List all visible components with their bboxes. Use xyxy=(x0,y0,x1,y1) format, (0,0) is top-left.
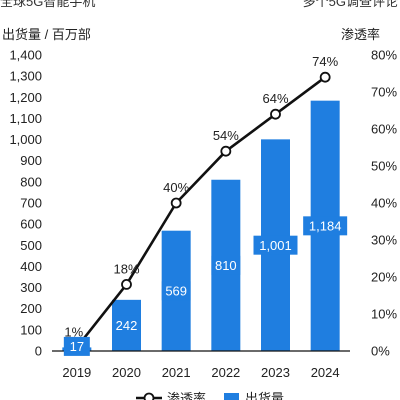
left-axis-tick-label: 1,000 xyxy=(9,132,42,147)
right-axis-tick-label: 50% xyxy=(371,159,397,174)
penetration-data-label: 1% xyxy=(64,324,83,339)
right-axis-tick-label: 20% xyxy=(371,270,397,285)
bar-label-box xyxy=(112,315,141,335)
bar-data-label: 810 xyxy=(215,258,237,273)
left-axis-tick-label: 1,300 xyxy=(9,69,42,84)
left-axis-title: 出货量 / 百万部 xyxy=(2,27,91,42)
left-axis-tick-label: 1,200 xyxy=(9,90,42,105)
x-axis-tick-label: 2019 xyxy=(62,365,91,380)
penetration-point xyxy=(170,197,182,209)
penetration-data-label: 54% xyxy=(213,128,239,143)
x-axis-tick-label: 2022 xyxy=(211,365,240,380)
left-axis-tick-label: 1,400 xyxy=(9,48,42,63)
legend-line-marker xyxy=(143,392,155,400)
left-axis-tick-label: 700 xyxy=(20,196,42,211)
legend-line-label: 渗透率 xyxy=(167,391,206,400)
right-axis-title: 渗透率 xyxy=(340,27,380,42)
penetration-point xyxy=(319,71,331,83)
bar-data-label: 1,184 xyxy=(309,219,342,234)
x-axis-tick-label: 2020 xyxy=(112,365,141,380)
left-axis-tick-label: 800 xyxy=(20,174,42,189)
penetration-point xyxy=(121,278,132,290)
bar-data-label: 569 xyxy=(165,284,187,299)
right-axis-tick-label: 10% xyxy=(371,307,397,322)
left-axis-tick-label: 400 xyxy=(20,259,42,274)
right-axis-tick-label: 0% xyxy=(371,344,390,359)
penetration-point xyxy=(220,145,232,157)
bar-label-box xyxy=(161,281,191,301)
x-axis-tick-label: 2024 xyxy=(311,365,340,380)
right-axis-tick-label: 60% xyxy=(371,122,397,137)
penetration-data-label: 74% xyxy=(312,54,338,69)
left-axis-tick-label: 200 xyxy=(20,301,42,316)
x-axis-tick-label: 2021 xyxy=(162,365,191,380)
right-axis-tick-label: 40% xyxy=(371,196,397,211)
right-axis-tick-label: 80% xyxy=(371,48,397,63)
left-axis-tick-label: 600 xyxy=(20,217,42,232)
legend-bar-swatch xyxy=(224,393,239,400)
left-axis-tick-label: 100 xyxy=(20,322,42,337)
right-axis-tick-label: 70% xyxy=(371,85,397,100)
bar-label-box xyxy=(211,255,241,275)
bar-label-box xyxy=(63,336,90,356)
right-axis-tick-label: 30% xyxy=(371,233,397,248)
header-right-title: 多个5G调查评论 xyxy=(302,0,398,9)
bar-data-label: 1,001 xyxy=(259,238,292,253)
bar-data-label: 242 xyxy=(116,318,138,333)
bar-label-box xyxy=(303,216,348,236)
bar-data-label: 17 xyxy=(70,339,84,354)
penetration-data-label: 40% xyxy=(163,180,189,195)
penetration-data-label: 64% xyxy=(262,91,288,106)
legend-bar-label: 出货量 xyxy=(245,391,284,400)
left-axis-tick-label: 300 xyxy=(20,280,42,295)
left-axis-tick-label: 900 xyxy=(20,153,42,168)
left-axis-tick-label: 1,100 xyxy=(9,111,42,126)
penetration-point xyxy=(270,108,281,120)
penetration-data-label: 18% xyxy=(113,261,139,276)
penetration-line xyxy=(75,76,326,349)
bar-label-box xyxy=(253,235,298,255)
left-axis-tick-label: 500 xyxy=(20,238,42,253)
header-left-title: 全球5G智能手机 xyxy=(0,0,96,9)
left-axis-tick-label: 0 xyxy=(35,344,42,359)
x-axis-tick-label: 2023 xyxy=(261,365,290,380)
